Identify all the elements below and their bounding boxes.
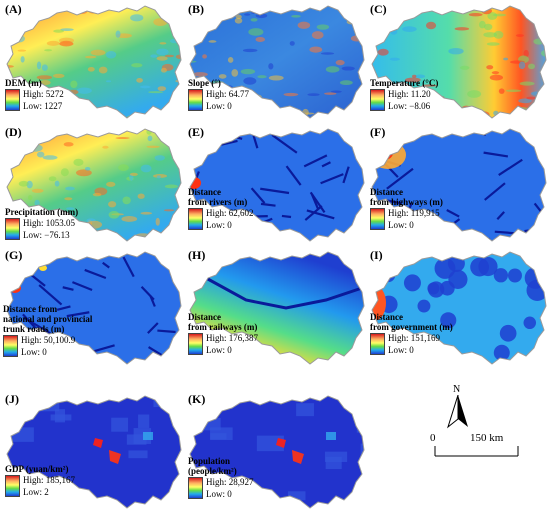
map-panel-e: (E) Distance from rivers (m) High: 62,602 L… [186,125,366,245]
color-ramp [3,335,18,357]
legend-high: High: 185,167 [23,475,76,485]
legend-high: High: 62,602 [206,208,254,218]
legend: Slope (°) High: 64.77 Low: 0 [188,78,249,111]
legend: Population (people/km²) High: 28,927 Low: … [188,456,254,499]
legend: Distance from rivers (m) High: 62,602 Low:… [188,187,254,230]
panel-label: (F) [370,125,386,139]
map-raster [189,251,365,365]
map-panel-c: (C) Temperature (°C) High: 11.20 Low: −8.06 [368,2,548,122]
scale-bar: 0 150 km [430,432,520,462]
legend-high: High: 119,915 [388,208,440,218]
legend: DEM (m) High: 5272 Low: 1227 [5,78,64,111]
legend-high: High: 28,927 [206,477,254,487]
map-raster [371,128,547,242]
map-raster [189,128,365,242]
legend-title: GDP (yuan/km²) [5,464,69,474]
panel-label: (C) [370,2,387,16]
map-panel-b: (B) Slope (°) High: 64.77 Low: 0 [186,2,366,122]
panel-label: (A) [5,2,22,16]
color-ramp [5,218,20,240]
legend-title: Temperature (°C) [370,78,439,88]
legend-low: Low: 1227 [23,101,63,111]
map-panel-j: (J) GDP (yuan/km²) High: 185,167 Low: 2 [3,392,183,512]
legend-low: Low: 0 [388,345,414,355]
legend-high: High: 5272 [23,89,64,99]
panel-label: (H) [188,248,206,262]
legend: Distance from government (m) High: 151,16… [370,312,453,355]
map-panel-k: (K) Population (people/km²) High: 28,927 Lo… [186,392,366,512]
legend-high: High: 50,100.9 [21,335,76,345]
map-raster [371,251,547,365]
map-panel-d: (D) Precipitation (mm) High: 1053.05 Low: −… [3,125,183,245]
legend-title: Distance from rivers (m) [188,187,248,207]
legend-title: Distance from national and provincial tr… [3,304,93,334]
legend: GDP (yuan/km²) High: 185,167 Low: 2 [5,464,75,497]
panel-label: (G) [5,248,23,262]
legend-low: Low: −76.13 [23,230,70,240]
legend-title: Distance from railways (m) [188,312,258,332]
legend-title: Precipitation (mm) [5,207,79,217]
legend-high: High: 64.77 [206,89,250,99]
legend-high: High: 176,387 [206,333,259,343]
color-ramp [5,89,20,111]
legend-high: High: 1053.05 [23,218,76,228]
north-label: N [453,384,461,395]
color-ramp [370,89,385,111]
map-panel-a: (A) DEM (m) High: 5272 Low: 1227 [3,2,183,122]
legend-low: Low: 0 [206,101,232,111]
map-panel-g: (G) Distance from national and provincial… [3,248,183,368]
panel-label: (E) [188,125,204,139]
map-raster [6,5,182,119]
legend: Temperature (°C) High: 11.20 Low: −8.06 [370,78,438,111]
color-ramp [370,208,385,230]
color-ramp [5,475,20,497]
panel-label: (D) [5,125,22,139]
legend: Precipitation (mm) High: 1053.05 Low: −76.… [5,207,78,240]
map-raster [6,251,182,365]
legend-low: Low: 0 [21,347,47,357]
color-ramp [188,89,203,111]
legend-title: Distance from highways (m) [370,187,443,207]
north-arrow: N [446,384,470,434]
color-ramp [188,477,203,499]
map-panel-i: (I) Distance from government (m) High: 151… [368,248,548,368]
legend-title: DEM (m) [5,78,42,88]
legend: Distance from highways (m) High: 119,915 L… [370,187,443,230]
legend-low: Low: −8.06 [388,101,431,111]
map-panel-h: (H) Distance from railways (m) High: 176,3… [186,248,366,368]
panel-label: (K) [188,392,206,406]
legend-low: Low: 0 [206,220,232,230]
legend-low: Low: 2 [23,487,49,497]
legend: Distance from national and provincial tr… [3,304,92,357]
legend: Distance from railways (m) High: 176,387 L… [188,312,258,355]
map-raster [189,5,365,119]
color-ramp [188,208,203,230]
panel-label: (B) [188,2,204,16]
panel-label: (I) [370,248,383,262]
panel-label: (J) [5,392,19,406]
map-raster [371,5,547,119]
legend-high: High: 11.20 [388,89,431,99]
legend-high: High: 151,169 [388,333,441,343]
legend-low: Low: 0 [388,220,414,230]
map-panel-f: (F) Distance from highways (m) High: 119,9… [368,125,548,245]
map-raster [6,395,182,509]
legend-title: Slope (°) [188,78,221,88]
north-arrow-icon [447,395,468,429]
map-raster [189,395,365,509]
legend-title: Population (people/km²) [188,456,237,476]
scale-start-label: 0 [430,432,436,444]
color-ramp [188,333,203,355]
map-raster [6,128,182,242]
legend-title: Distance from government (m) [370,312,453,332]
legend-low: Low: 0 [206,489,232,499]
color-ramp [370,333,385,355]
legend-low: Low: 0 [206,345,232,355]
scale-end-label: 150 km [470,432,504,444]
